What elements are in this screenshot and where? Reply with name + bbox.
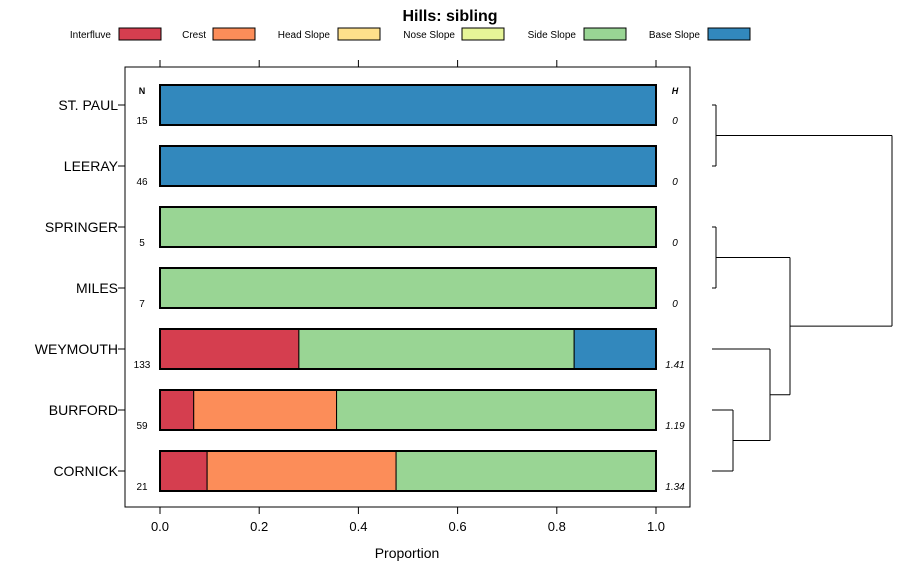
h-value: 0	[672, 116, 678, 127]
bar-segment	[573, 328, 657, 370]
legend-label: Side Slope	[528, 30, 577, 41]
dendrogram	[712, 104, 893, 472]
bar-segment	[159, 206, 657, 248]
category-label: MILES	[76, 280, 118, 296]
bar-segment	[193, 389, 338, 431]
bar-segment	[336, 389, 657, 431]
x-tick-label: 0.2	[250, 519, 268, 534]
x-axis-label: Proportion	[375, 545, 440, 561]
legend: Interfluve Crest Head Slope Nose Slope Side …	[70, 27, 751, 41]
bar-outline	[159, 328, 657, 370]
category-label: SPRINGER	[45, 219, 118, 235]
bar-outline	[159, 389, 657, 431]
legend-swatch	[707, 27, 751, 41]
bar-segment	[298, 328, 575, 370]
category-label: WEYMOUTH	[35, 341, 118, 357]
h-value: 1.41	[665, 360, 684, 371]
bar-segment	[159, 328, 300, 370]
h-column-header: H	[672, 86, 679, 96]
n-column-header: N	[139, 86, 146, 96]
category-label: LEERAY	[64, 158, 119, 174]
bar-segment	[395, 450, 657, 492]
legend-swatch	[212, 27, 256, 41]
x-tick-label: 0.6	[449, 519, 467, 534]
plot-panel	[124, 66, 691, 508]
n-value: 59	[136, 421, 148, 432]
h-value: 0	[672, 299, 678, 310]
plot-area: 0.0 0.2 0.4 0.6 0.8 1.0 N H ST. PAUL 15 0 LEERAY 46 0…	[35, 60, 685, 534]
bar-segment	[159, 145, 657, 187]
category-label: BURFORD	[49, 402, 118, 418]
bar-segment	[159, 84, 657, 126]
n-value: 21	[136, 482, 148, 493]
n-value: 7	[139, 299, 145, 310]
legend-label: Crest	[182, 30, 206, 41]
legend-swatch	[118, 27, 162, 41]
x-tick-label: 0.0	[151, 519, 169, 534]
bar-outline	[159, 145, 657, 187]
n-value: 133	[134, 360, 151, 371]
x-tick-label: 1.0	[647, 519, 665, 534]
chart-title: Hills: sibling	[402, 8, 497, 25]
legend-swatch	[461, 27, 505, 41]
legend-swatch	[337, 27, 381, 41]
x-tick-label: 0.8	[548, 519, 566, 534]
bar-segment	[159, 389, 195, 431]
bar-outline	[159, 206, 657, 248]
h-value: 1.19	[665, 421, 685, 432]
bar-segment	[159, 450, 208, 492]
legend-label: Base Slope	[649, 30, 701, 41]
legend-label: Head Slope	[278, 30, 331, 41]
category-label: ST. PAUL	[58, 97, 118, 113]
bar-outline	[159, 84, 657, 126]
legend-swatch	[583, 27, 627, 41]
bar-outline	[159, 267, 657, 309]
h-value: 1.34	[665, 482, 685, 493]
bar-segment	[206, 450, 397, 492]
h-value: 0	[672, 177, 678, 188]
h-value: 0	[672, 238, 678, 249]
legend-label: Nose Slope	[403, 30, 455, 41]
n-value: 5	[139, 238, 145, 249]
n-value: 15	[136, 116, 148, 127]
bar-segment	[159, 267, 657, 309]
n-value: 46	[136, 177, 148, 188]
x-tick-label: 0.4	[349, 519, 367, 534]
category-label: CORNICK	[53, 463, 118, 479]
legend-label: Interfluve	[70, 30, 112, 41]
bar-outline	[159, 450, 657, 492]
